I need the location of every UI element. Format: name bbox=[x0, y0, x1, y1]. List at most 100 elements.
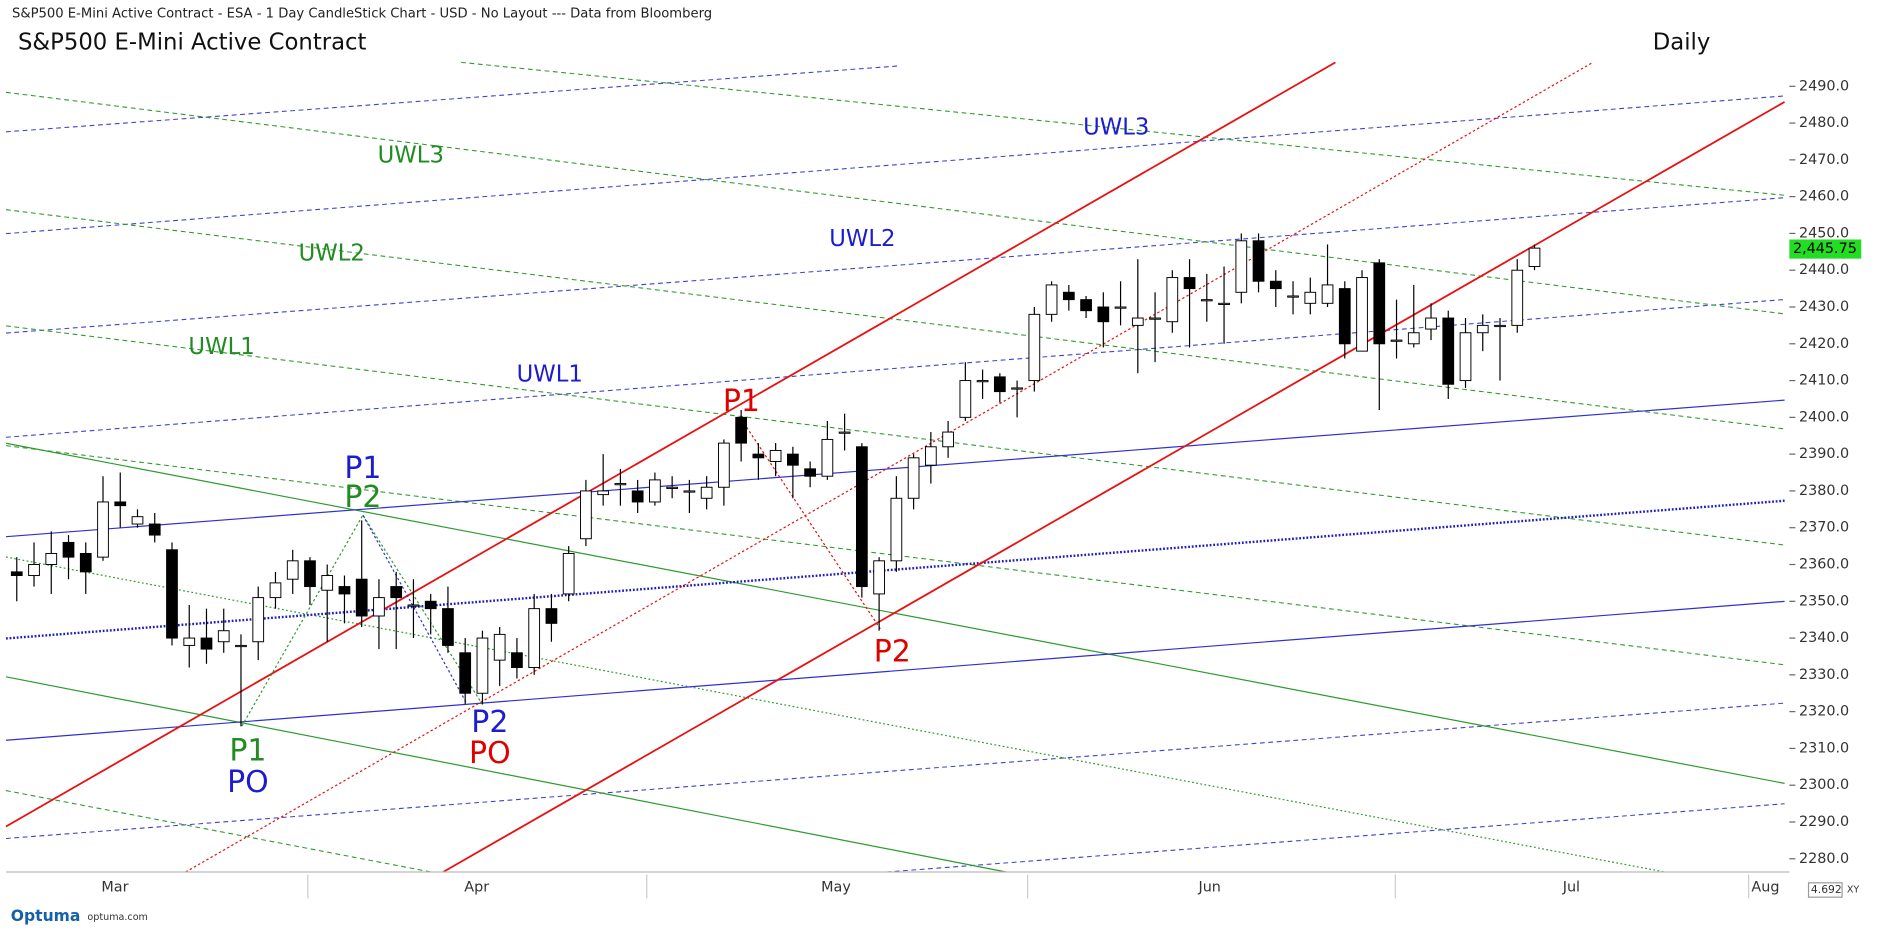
annotation: P2 bbox=[874, 634, 911, 669]
candle-body bbox=[752, 453, 765, 459]
candle-body bbox=[407, 604, 420, 607]
y-tick-label: 2300.0 bbox=[1799, 777, 1849, 793]
y-tick-label: 2440.0 bbox=[1799, 262, 1849, 278]
candle-body bbox=[321, 575, 334, 591]
candle-body bbox=[28, 564, 40, 577]
candle-body bbox=[1235, 240, 1248, 293]
candle-body bbox=[528, 608, 541, 668]
candle-body bbox=[1459, 332, 1472, 382]
x-tick-label: Jun bbox=[1197, 880, 1220, 896]
x-tick-label: May bbox=[821, 880, 851, 896]
candle-body bbox=[907, 457, 920, 499]
annotation: P2 bbox=[344, 480, 381, 515]
candle-body bbox=[373, 597, 385, 617]
lock-icon[interactable] bbox=[1844, 65, 1869, 93]
candle-body bbox=[1011, 387, 1023, 390]
candle-body bbox=[666, 486, 679, 489]
y-tick-label: 2460.0 bbox=[1799, 189, 1849, 205]
candle-body bbox=[97, 501, 109, 558]
candle-body bbox=[1528, 247, 1541, 268]
candle-body bbox=[1045, 284, 1058, 315]
zoom-value: 4.692 bbox=[1811, 883, 1842, 896]
y-tick-label: 2430.0 bbox=[1799, 299, 1849, 315]
candle-body bbox=[804, 468, 816, 477]
candle-body bbox=[217, 630, 230, 643]
candle-body bbox=[1287, 295, 1299, 298]
y-tick-label: 2320.0 bbox=[1799, 704, 1849, 720]
candle-body bbox=[735, 416, 748, 444]
candle-body bbox=[1252, 240, 1265, 282]
brand: Optuma bbox=[11, 907, 81, 925]
candle-body bbox=[1407, 332, 1420, 345]
candle-body bbox=[200, 637, 213, 650]
y-tick-label: 2350.0 bbox=[1799, 593, 1849, 609]
y-tick-label: 2370.0 bbox=[1799, 520, 1849, 536]
trend-lines bbox=[5, 61, 1786, 873]
candle-body bbox=[631, 490, 644, 503]
candle-body bbox=[1028, 313, 1041, 382]
x-tick-label: Aug bbox=[1751, 880, 1779, 896]
candle-body bbox=[1356, 277, 1368, 352]
candle-body bbox=[304, 560, 316, 588]
candle-body bbox=[424, 600, 437, 610]
candle-body bbox=[614, 483, 627, 486]
annotation: P1 bbox=[344, 451, 381, 486]
annotation: UWL3 bbox=[1083, 115, 1149, 141]
candle-body bbox=[1304, 291, 1317, 304]
candle-body bbox=[700, 486, 713, 499]
candle-body bbox=[1390, 339, 1403, 342]
candle-body bbox=[114, 501, 127, 507]
x-axis-separators bbox=[307, 874, 1750, 899]
candle-body bbox=[1373, 262, 1386, 345]
candle-body bbox=[1183, 277, 1196, 290]
y-tick-label: 2310.0 bbox=[1799, 740, 1849, 756]
annotation: P1 bbox=[229, 734, 266, 769]
candle-body bbox=[1321, 284, 1334, 304]
plot-area bbox=[10, 233, 1541, 727]
y-tick-label: 2380.0 bbox=[1799, 483, 1849, 499]
candle-body bbox=[1062, 291, 1075, 301]
candle-body bbox=[235, 644, 247, 648]
candle-body bbox=[838, 431, 851, 434]
candle-body bbox=[79, 552, 92, 573]
candle-body bbox=[183, 637, 196, 646]
candle-body bbox=[1080, 299, 1092, 312]
annotation: UWL3 bbox=[378, 142, 444, 168]
candle-body bbox=[1511, 269, 1524, 326]
candle-body bbox=[1218, 302, 1230, 305]
candle-body bbox=[1269, 280, 1282, 290]
candle-body bbox=[976, 380, 989, 383]
candle-body bbox=[545, 608, 558, 624]
candle-body bbox=[769, 449, 782, 462]
candle-body bbox=[1442, 317, 1455, 385]
y-tick-label: 2450.0 bbox=[1799, 225, 1849, 241]
zoom-box[interactable] bbox=[1807, 882, 1843, 898]
x-tick-label: Jul bbox=[1562, 880, 1580, 896]
y-tick-label: 2290.0 bbox=[1799, 814, 1849, 830]
candle-body bbox=[1494, 324, 1506, 328]
annotation: P2 bbox=[471, 705, 508, 740]
candle-body bbox=[286, 560, 299, 580]
last-price-label: 2,445.75 bbox=[1793, 241, 1857, 257]
candle-body bbox=[1097, 306, 1110, 323]
candle-body bbox=[1166, 277, 1179, 323]
candle-body bbox=[62, 541, 75, 558]
candle-body bbox=[562, 552, 575, 595]
candle-body bbox=[1425, 317, 1437, 330]
candle-body bbox=[442, 608, 454, 646]
annotation: UWL2 bbox=[299, 241, 365, 267]
x-tick-label: Mar bbox=[101, 880, 128, 896]
candle-body bbox=[718, 442, 730, 488]
candle-body bbox=[1114, 306, 1127, 309]
y-tick-label: 2390.0 bbox=[1799, 446, 1849, 462]
candle-body bbox=[787, 453, 799, 466]
annotation: UWL1 bbox=[188, 334, 254, 360]
candle-body bbox=[166, 549, 178, 639]
candle-body bbox=[1149, 317, 1161, 320]
y-tick-label: 2470.0 bbox=[1799, 152, 1849, 168]
candle-body bbox=[683, 490, 696, 493]
candle-body bbox=[873, 560, 885, 595]
annotation: UWL2 bbox=[829, 226, 895, 252]
candle-body bbox=[597, 490, 610, 496]
